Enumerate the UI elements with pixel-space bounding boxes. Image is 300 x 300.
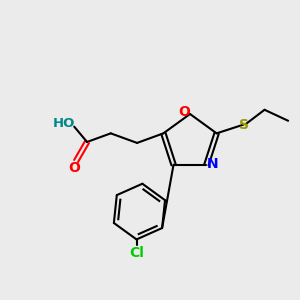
- Text: O: O: [68, 161, 80, 175]
- Text: HO: HO: [53, 117, 75, 130]
- Text: Cl: Cl: [129, 246, 144, 260]
- Text: S: S: [239, 118, 249, 132]
- Text: N: N: [207, 157, 218, 171]
- Text: O: O: [178, 105, 190, 119]
